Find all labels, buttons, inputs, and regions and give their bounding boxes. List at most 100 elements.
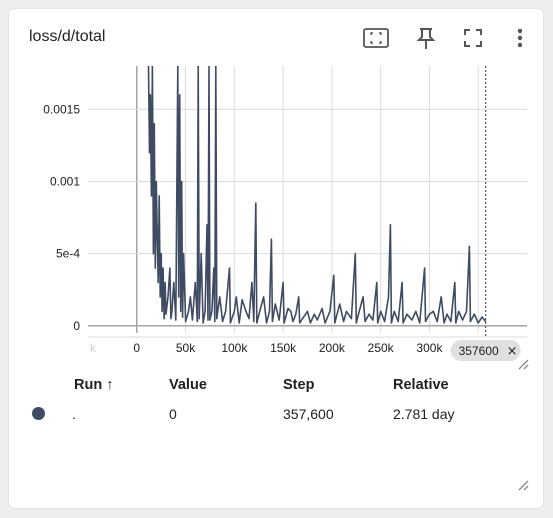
data-point <box>339 303 341 305</box>
data-point <box>282 281 284 284</box>
data-point <box>160 253 162 255</box>
more-options-button[interactable] <box>506 24 534 52</box>
data-point <box>241 299 243 301</box>
data-point <box>228 267 231 269</box>
data-point <box>173 281 175 284</box>
data-point <box>481 316 483 318</box>
loss-chart[interactable]: 0 50k 100k 150k 200k 250k 300kk05e-40.0010.001… <box>9 9 543 369</box>
data-point <box>155 180 157 183</box>
data-point <box>387 296 390 298</box>
scalar-card: loss/d/total 0 50k 100k 150k 200k 250k 300k k 0 5… <box>9 9 543 508</box>
data-point <box>415 310 417 312</box>
table-resize-handle-icon[interactable] <box>517 479 529 491</box>
data-point <box>219 296 221 298</box>
data-point <box>209 319 211 321</box>
data-point <box>454 281 456 284</box>
run-color-dot <box>32 407 45 420</box>
data-point <box>278 319 280 321</box>
data-point <box>157 281 159 284</box>
data-point <box>197 66 199 67</box>
data-point <box>206 224 208 226</box>
y-tick-label: 0.001 <box>50 174 80 188</box>
data-point <box>309 322 311 324</box>
x-tick-label: 200k <box>319 341 346 355</box>
data-point <box>162 267 164 269</box>
data-point <box>402 322 404 324</box>
data-point <box>148 152 151 154</box>
data-point <box>368 313 370 315</box>
x-tick-label-faded: k <box>90 341 97 355</box>
data-point <box>161 310 163 312</box>
header-step[interactable]: Step <box>283 377 315 393</box>
data-point <box>268 310 271 312</box>
data-point <box>263 296 265 298</box>
data-point <box>177 66 179 67</box>
data-point <box>380 310 382 312</box>
data-point <box>171 310 173 312</box>
data-point <box>485 320 487 323</box>
x-tick-label: 100k <box>221 341 248 355</box>
data-point <box>156 238 158 240</box>
data-point <box>215 66 217 67</box>
data-point <box>150 195 152 197</box>
fullscreen-button[interactable] <box>459 24 487 52</box>
data-point <box>389 224 391 226</box>
more-vert-icon <box>517 28 523 48</box>
data-point <box>302 318 304 320</box>
data-point <box>175 319 177 321</box>
data-point <box>255 202 257 204</box>
data-point <box>158 195 160 197</box>
data-point <box>211 310 213 312</box>
header-relative[interactable]: Relative <box>393 377 449 393</box>
cell-relative: 2.781 day <box>393 406 455 422</box>
data-point <box>290 310 292 312</box>
data-point <box>329 310 331 312</box>
data-point <box>225 310 227 312</box>
data-point <box>355 322 357 324</box>
data-point <box>465 310 468 312</box>
data-point <box>208 66 210 67</box>
header-value[interactable]: Value <box>169 377 207 393</box>
data-point <box>350 318 352 320</box>
card-title: loss/d/total <box>29 28 106 45</box>
data-point <box>189 296 191 298</box>
data-point <box>462 319 464 321</box>
data-point <box>207 319 209 321</box>
data-point <box>354 253 356 255</box>
data-point <box>393 310 395 312</box>
data-point <box>245 310 247 312</box>
data-point <box>390 322 392 324</box>
chart-resize-handle-icon[interactable] <box>517 358 529 370</box>
series-line[interactable] <box>147 66 487 324</box>
data-point <box>468 245 470 247</box>
data-point <box>406 313 408 315</box>
data-point <box>163 318 165 320</box>
data-point <box>446 313 448 315</box>
data-point <box>149 94 151 96</box>
x-tick-label: 300k <box>416 341 443 355</box>
fit-domain-button[interactable] <box>362 24 390 52</box>
header-run[interactable]: Run ↑ <box>74 377 114 393</box>
data-point <box>333 274 335 276</box>
data-point <box>222 320 224 323</box>
data-point <box>469 320 471 323</box>
data-point <box>180 310 182 312</box>
data-point <box>182 316 184 318</box>
data-point <box>270 238 272 240</box>
data-point <box>213 267 215 269</box>
cell-step: 357,600 <box>283 406 334 422</box>
data-point <box>321 307 323 310</box>
pin-button[interactable] <box>412 24 440 52</box>
data-point <box>358 310 360 312</box>
data-point <box>187 310 190 312</box>
data-point <box>154 267 156 269</box>
data-point <box>428 313 430 315</box>
data-point <box>202 322 204 324</box>
data-point <box>316 319 318 321</box>
close-icon[interactable]: × <box>507 344 518 359</box>
data-point <box>233 310 235 312</box>
step-chip[interactable] <box>450 340 521 361</box>
data-point <box>287 307 289 310</box>
x-tick-label: 50k <box>176 341 196 355</box>
data-point <box>196 320 198 323</box>
